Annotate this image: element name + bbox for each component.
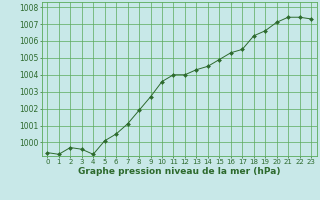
- X-axis label: Graphe pression niveau de la mer (hPa): Graphe pression niveau de la mer (hPa): [78, 167, 280, 176]
